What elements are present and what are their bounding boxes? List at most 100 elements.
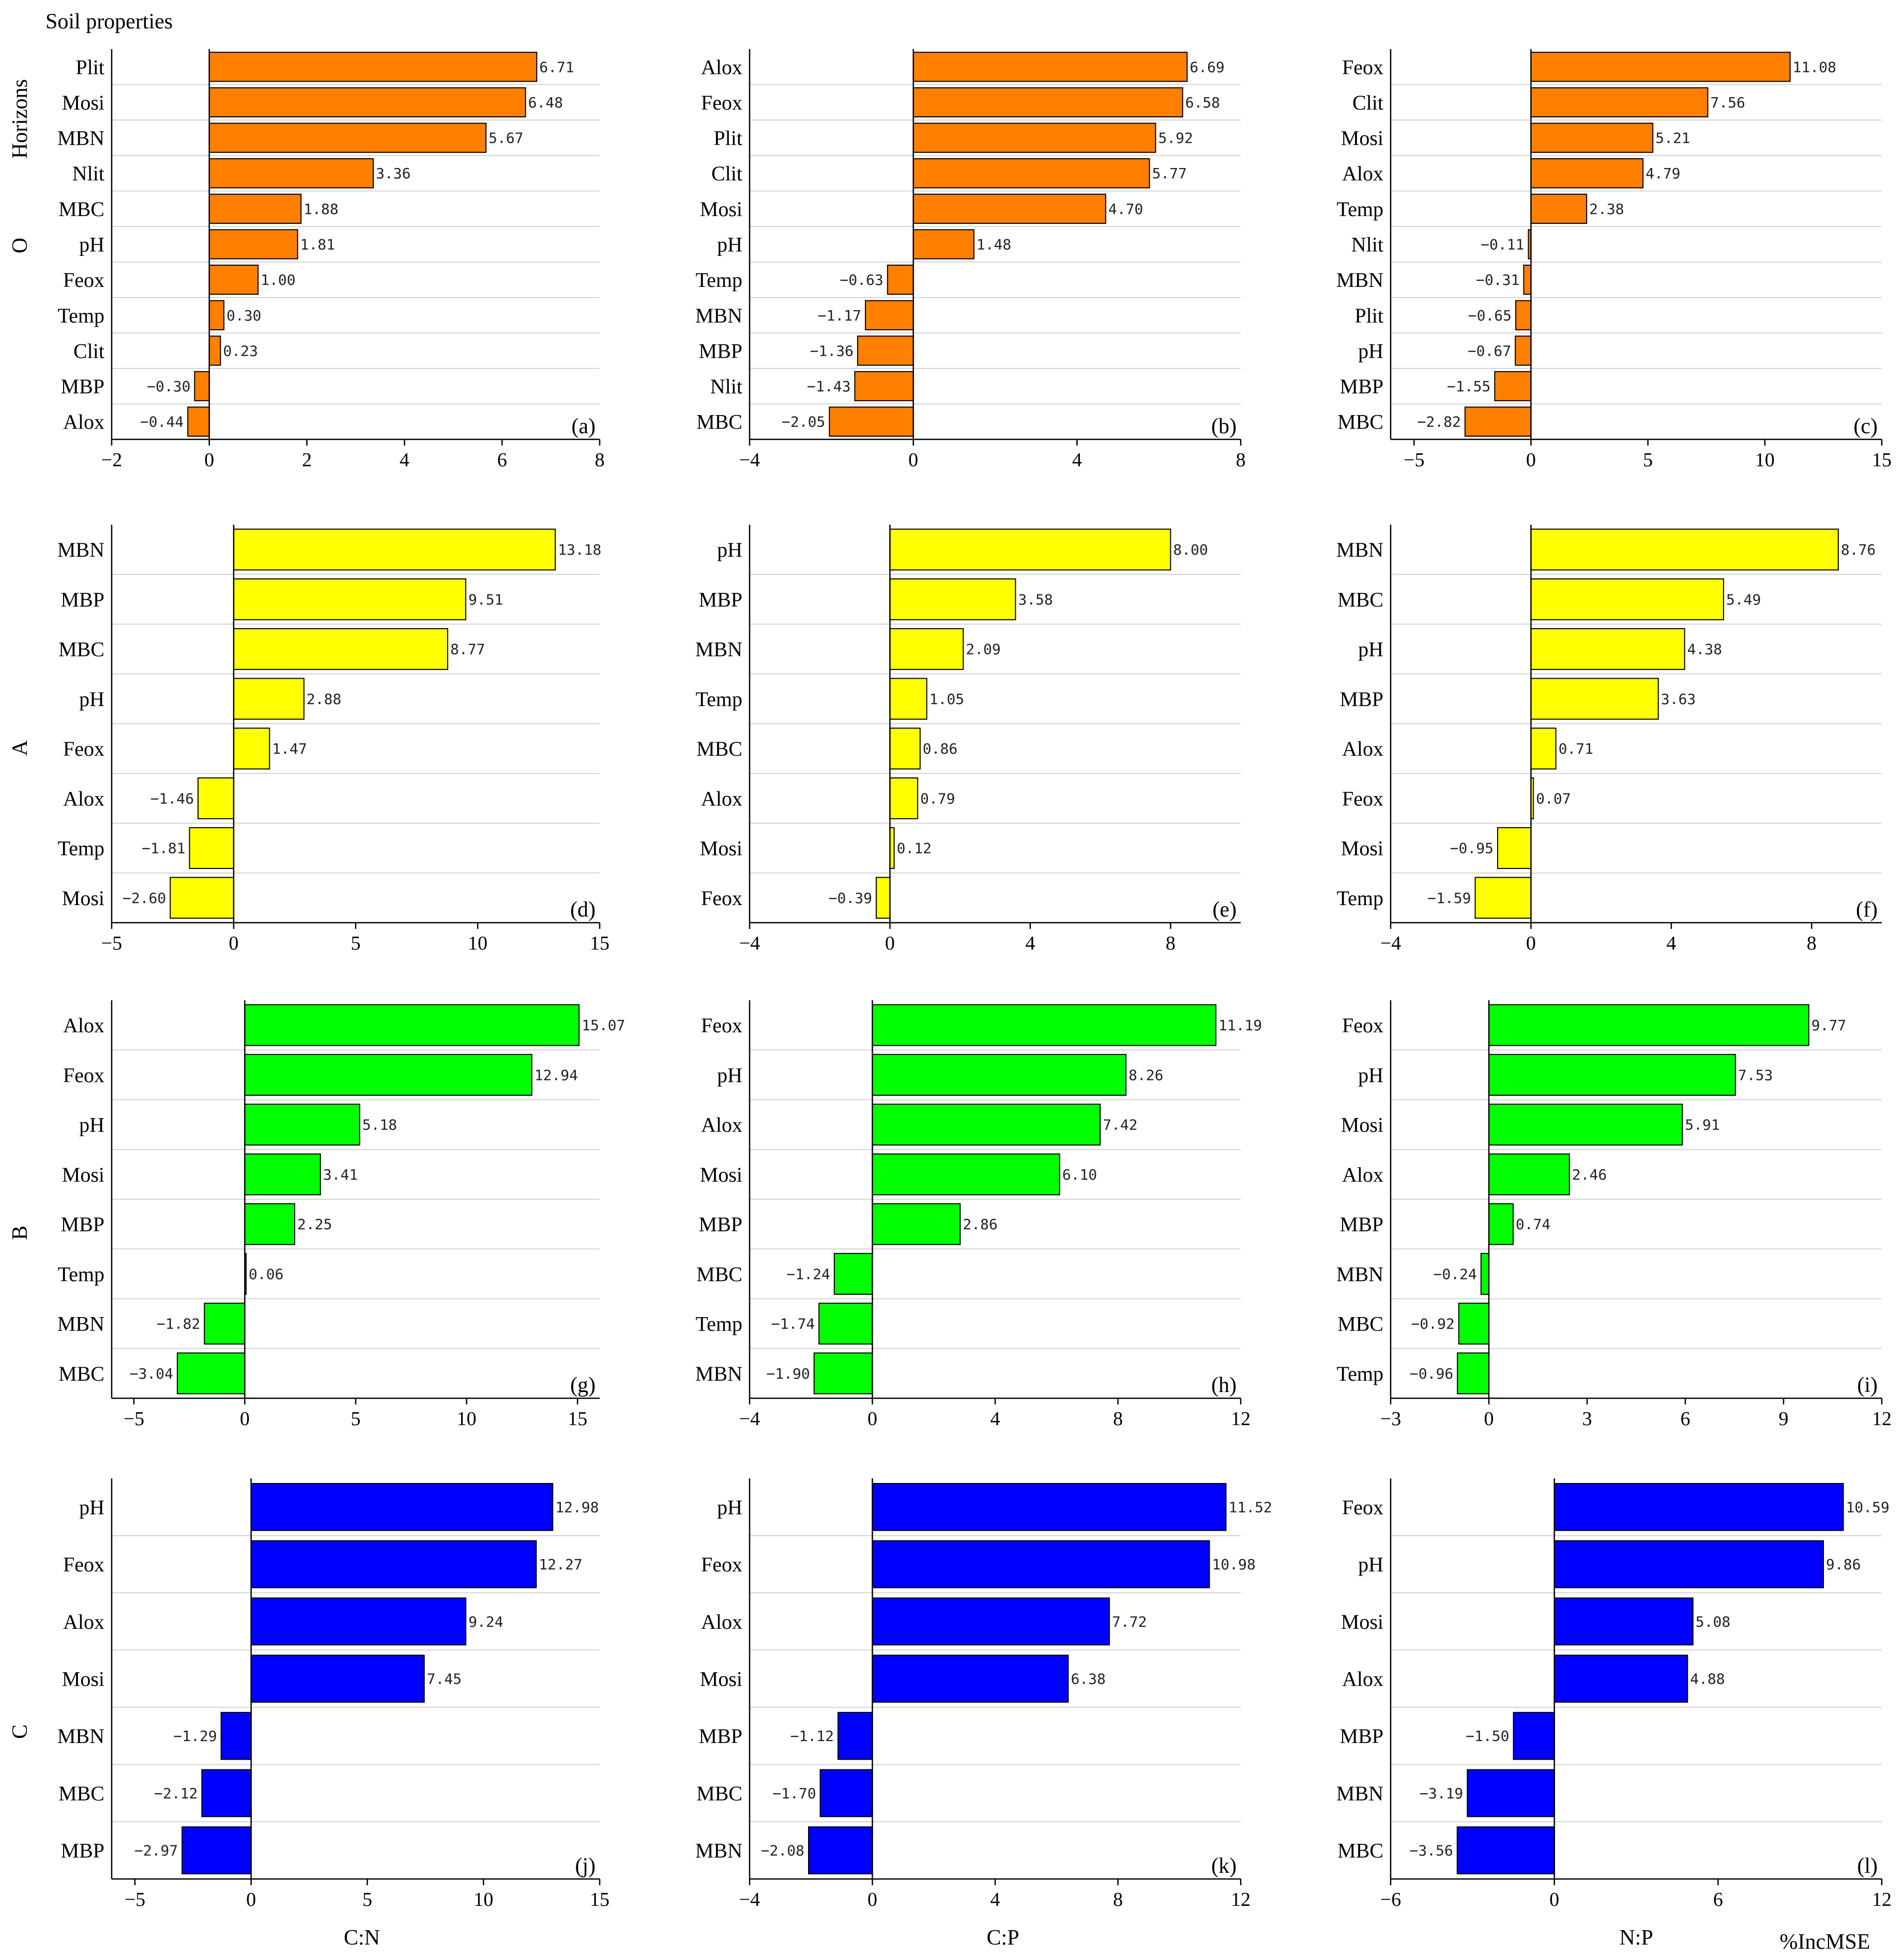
x-tick-label: 0 (1484, 1408, 1494, 1430)
bar (250, 1655, 425, 1703)
category-label: pH (79, 687, 104, 711)
value-label: −0.63 (840, 271, 883, 288)
x-tick-label: 5 (1643, 449, 1653, 471)
value-label: 6.10 (1062, 1166, 1097, 1183)
bar (244, 1104, 360, 1146)
row-label-c: C (8, 1724, 32, 1739)
x-tick-label: −6 (1380, 1889, 1401, 1911)
category-label: pH (1358, 1063, 1383, 1087)
value-label: 7.53 (1738, 1066, 1773, 1083)
row-label-a: A (8, 740, 32, 756)
bar (1530, 628, 1685, 670)
x-tick-label: −4 (1380, 933, 1401, 954)
bar (813, 1352, 873, 1395)
category-label: pH (717, 538, 742, 561)
value-label: 6.71 (539, 58, 574, 75)
bar (808, 1826, 873, 1875)
value-label: 5.67 (489, 130, 523, 147)
category-label: Alox (701, 1113, 742, 1137)
category-label: Mosi (62, 91, 104, 114)
x-tick-label: 8 (1807, 933, 1817, 954)
value-label: 0.86 (923, 740, 957, 757)
category-label: MBC (58, 638, 104, 661)
category-label: MBN (57, 1312, 104, 1336)
bar (244, 1153, 321, 1196)
bar (912, 193, 1106, 224)
category-label: Alox (701, 787, 742, 810)
value-label: −0.92 (1411, 1316, 1454, 1333)
panel-i: Feox 9.77 pH 7.53 Mosi 5.91 Alox 2.46 MBP 0.74 MBN… (1336, 1000, 1892, 1430)
bar (1523, 264, 1532, 295)
category-label: MBN (1336, 1262, 1383, 1286)
category-label: Nlit (72, 162, 104, 185)
x-tick-label: 8 (1166, 933, 1176, 954)
bar (889, 777, 919, 819)
category-label: Mosi (1341, 837, 1383, 860)
bar (1480, 1252, 1490, 1295)
value-label: 0.71 (1559, 740, 1593, 757)
panel-label: (j) (575, 1854, 596, 1878)
category-label: Feox (701, 1553, 742, 1576)
panel-label: (e) (1212, 898, 1237, 922)
category-label: Mosi (700, 197, 742, 221)
value-label: −0.24 (1434, 1265, 1477, 1282)
category-label: pH (79, 1495, 104, 1519)
category-label: Alox (1342, 162, 1383, 185)
bar (233, 727, 270, 770)
bar (250, 1540, 537, 1588)
bar (872, 1483, 1227, 1531)
category-label: Feox (1342, 787, 1383, 810)
category-label: MBP (61, 375, 105, 398)
value-label: 0.23 (223, 342, 258, 359)
bar (1553, 1655, 1688, 1703)
category-label: MBC (1337, 1312, 1383, 1336)
x-tick-label: −5 (124, 1408, 144, 1430)
category-label: Mosi (1341, 127, 1383, 150)
category-label: MBP (699, 1724, 743, 1748)
panel-e: pH 8.00 MBP 3.58 MBN 2.09 Temp 1.05 MBC 0.86 Alox 0… (695, 525, 1241, 954)
value-label: 12.98 (555, 1499, 599, 1516)
value-label: −0.95 (1450, 840, 1494, 857)
x-tick-label: 0 (204, 449, 214, 471)
bar (1553, 1540, 1824, 1588)
x-tick-label: 5 (351, 933, 361, 954)
x-tick-label: 15 (590, 1889, 610, 1911)
value-label: −0.44 (140, 414, 184, 431)
value-label: 6.38 (1071, 1671, 1105, 1688)
value-label: −2.60 (123, 890, 166, 907)
bar (889, 578, 1016, 620)
bar (1530, 727, 1557, 770)
bar (872, 1655, 1069, 1703)
value-label: −3.04 (130, 1365, 173, 1382)
category-label: Plit (1354, 304, 1383, 327)
category-label: MBP (699, 1213, 743, 1236)
bar (1488, 1104, 1683, 1146)
value-label: 1.00 (261, 271, 295, 288)
x-tick-label: 12 (1872, 1889, 1892, 1911)
value-label: 5.49 (1726, 591, 1761, 608)
value-label: 3.41 (323, 1166, 358, 1183)
panel-label: (d) (570, 898, 596, 922)
category-label: MBN (1336, 268, 1383, 292)
category-label: MBC (58, 1362, 104, 1385)
category-label: MBC (696, 1782, 742, 1805)
value-label: −1.17 (818, 307, 861, 324)
value-label: 8.26 (1129, 1066, 1163, 1083)
x-tick-label: −2 (101, 449, 122, 471)
bar (912, 87, 1183, 118)
x-tick-label: 5 (362, 1889, 372, 1911)
category-label: Temp (57, 837, 104, 860)
bar (1494, 371, 1532, 402)
x-tick-label: 5 (351, 1408, 361, 1430)
column-label-cp: C:P (986, 1926, 1019, 1950)
category-label: MBP (61, 1839, 105, 1862)
category-label: Alox (63, 787, 104, 810)
value-label: −2.97 (134, 1842, 178, 1859)
category-label: pH (1358, 1553, 1383, 1576)
value-label: 4.70 (1108, 201, 1143, 218)
bar (233, 628, 448, 670)
value-label: 6.48 (528, 94, 563, 111)
category-label: Feox (701, 1014, 742, 1037)
bar (189, 827, 234, 869)
panel-j: pH 12.98 Feox 12.27 Alox 9.24 Mosi 7.45 MBN −1.29… (57, 1478, 610, 1911)
